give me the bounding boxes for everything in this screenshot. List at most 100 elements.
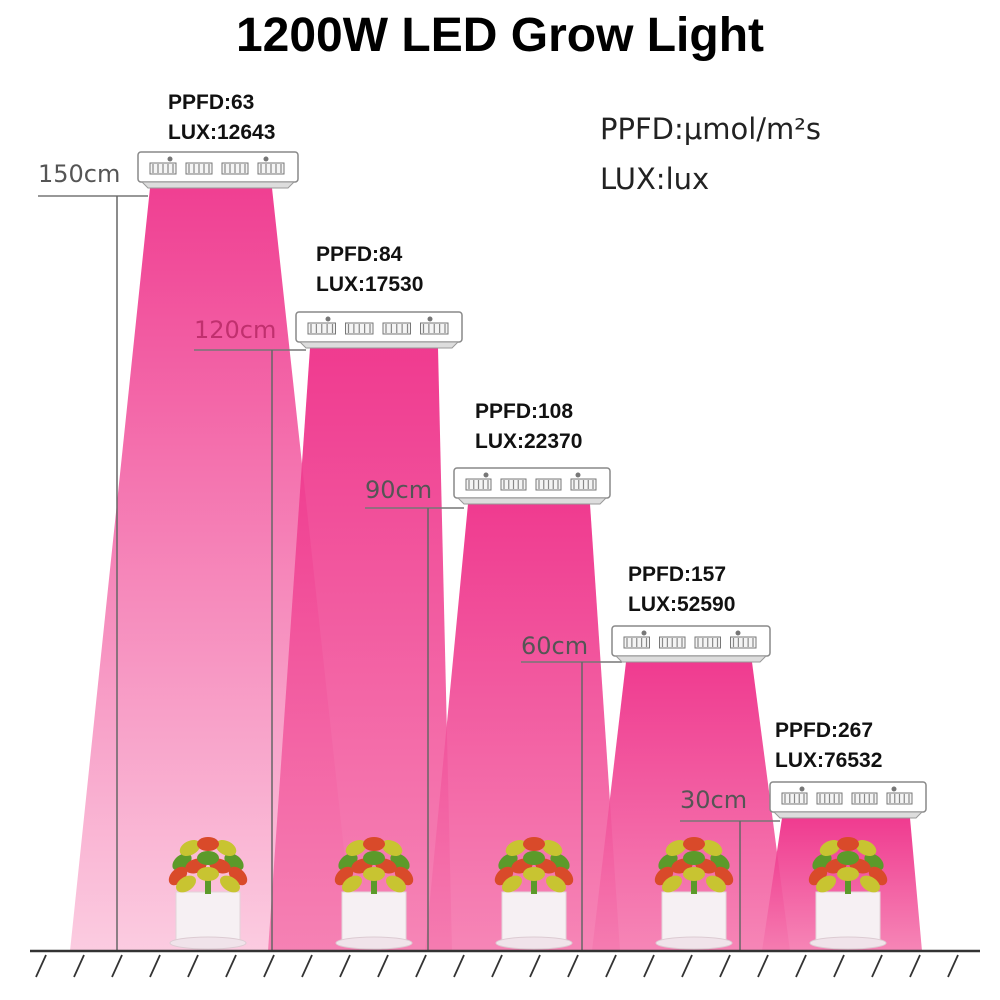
- plant-leaf: [860, 875, 880, 893]
- led-lamp: [769, 781, 927, 819]
- ground-hatch: [149, 954, 161, 978]
- ppfd-value: PPFD:108: [475, 400, 574, 423]
- reading-150cm: PPFD:63 LUX:12643: [168, 88, 275, 148]
- ground-hatch: [35, 954, 47, 978]
- plant-leaf: [215, 840, 237, 856]
- plant-stem: [845, 870, 851, 894]
- plant-pot: [501, 891, 567, 943]
- plant-leaf: [363, 851, 385, 865]
- lamp-fan: [575, 472, 581, 478]
- ground-hatch: [833, 954, 845, 978]
- lamp-fan: [483, 472, 489, 478]
- plant-leaf: [662, 875, 682, 893]
- lux-value: LUX:22370: [475, 430, 583, 453]
- ground-hatch: [73, 954, 85, 978]
- plant-pot: [815, 891, 881, 943]
- led-lamp: [453, 467, 611, 505]
- ppfd-value: PPFD:157: [628, 563, 727, 586]
- plant-leaf: [683, 837, 705, 851]
- led-lamp: [611, 625, 771, 663]
- lux-value: LUX:17530: [316, 273, 424, 296]
- plant-pot: [661, 891, 727, 943]
- plant-leaf: [837, 867, 859, 881]
- plant-leaf: [363, 837, 385, 851]
- pot-saucer: [335, 936, 413, 950]
- ground-hatch: [187, 954, 199, 978]
- lux-value: LUX:52590: [628, 593, 736, 616]
- plant-leaf: [816, 875, 836, 893]
- led-lamp: [137, 151, 299, 189]
- ground-hatch: [529, 954, 541, 978]
- lux-value: LUX:76532: [775, 749, 883, 772]
- ground-hatch: [947, 954, 959, 978]
- ground-hatch: [225, 954, 237, 978]
- light-beam: [762, 818, 922, 951]
- reading-90cm: PPFD:108 LUX:22370: [475, 397, 582, 457]
- ppfd-value: PPFD:63: [168, 91, 255, 114]
- potted-plant: [494, 837, 574, 950]
- ground-hatch: [909, 954, 921, 978]
- ground-hatch: [377, 954, 389, 978]
- height-label-90cm: 90cm: [365, 476, 433, 504]
- ground-hatch: [453, 954, 465, 978]
- potted-plant: [168, 837, 248, 950]
- ground-hatch: [795, 954, 807, 978]
- plant-leaf: [342, 875, 362, 893]
- plant-leaf: [381, 840, 403, 856]
- plant-leaf: [179, 840, 201, 856]
- lamp-base: [140, 181, 296, 189]
- plant-leaf: [523, 851, 545, 865]
- potted-plant: [334, 837, 414, 950]
- legend-ppfd-unit: PPFD:μmol/m²s: [600, 112, 822, 146]
- ground-hatch: [605, 954, 617, 978]
- height-label-120cm: 120cm: [194, 316, 277, 344]
- pot-saucer: [169, 936, 247, 950]
- reading-120cm: PPFD:84 LUX:17530: [316, 240, 423, 300]
- pot-saucer: [809, 936, 887, 950]
- plant-leaf: [541, 840, 563, 856]
- potted-plant: [654, 837, 734, 950]
- height-label-60cm: 60cm: [521, 632, 589, 660]
- led-lamp: [295, 311, 463, 349]
- lamp-base: [298, 341, 460, 349]
- plant-leaf: [683, 867, 705, 881]
- lamp-fan: [263, 156, 269, 162]
- plant-leaf: [502, 875, 522, 893]
- lamp-fan: [325, 316, 331, 322]
- plant-leaf: [220, 875, 240, 893]
- plant-leaf: [665, 840, 687, 856]
- lamp-fan: [735, 630, 741, 636]
- plant-leaf: [197, 851, 219, 865]
- plant-leaf: [197, 837, 219, 851]
- plant-leaf: [345, 840, 367, 856]
- lamp-fan: [167, 156, 173, 162]
- legend-lux-unit: LUX:lux: [600, 162, 710, 196]
- plant-stem: [531, 870, 537, 894]
- plant-leaf: [837, 851, 859, 865]
- plant-leaf: [855, 840, 877, 856]
- ground-hatch: [301, 954, 313, 978]
- plant-leaf: [546, 875, 566, 893]
- plant-stem: [205, 870, 211, 894]
- ground-hatch: [719, 954, 731, 978]
- ground-hatch: [567, 954, 579, 978]
- pot-saucer: [655, 936, 733, 950]
- plant-leaf: [505, 840, 527, 856]
- plant-leaf: [386, 875, 406, 893]
- lamp-base: [772, 811, 924, 819]
- lamp-fan: [891, 786, 897, 792]
- plant-pot: [175, 891, 241, 943]
- ground-hatch: [339, 954, 351, 978]
- plant-leaf: [683, 851, 705, 865]
- ground-hatch: [757, 954, 769, 978]
- plant-stem: [691, 870, 697, 894]
- page-title: 1200W LED Grow Light: [235, 9, 765, 62]
- reading-60cm: PPFD:157 LUX:52590: [628, 560, 735, 620]
- ground-hatch: [491, 954, 503, 978]
- plant-leaf: [837, 837, 859, 851]
- lamp-base: [456, 497, 608, 505]
- plant-leaf: [197, 867, 219, 881]
- reading-30cm: PPFD:267 LUX:76532: [775, 716, 882, 776]
- lamp-fan: [641, 630, 647, 636]
